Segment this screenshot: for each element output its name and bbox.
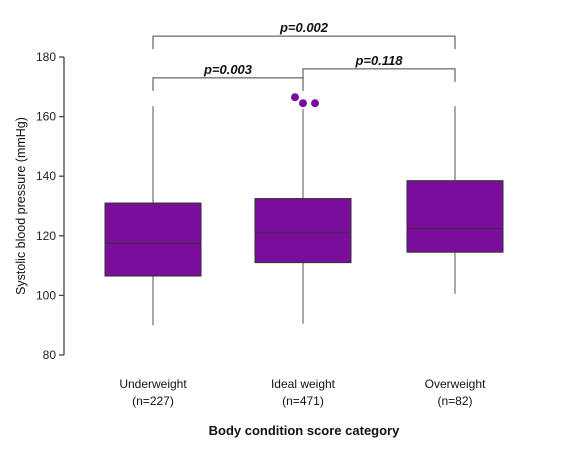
y-axis: 80 100 120 140 160 180 [36,50,65,362]
p-value-label: p=0.003 [203,62,253,77]
iqr-box [104,202,202,277]
outlier-point [291,93,299,102]
y-tick-label-80: 80 [43,348,57,362]
outlier-point [311,99,319,108]
bracket-line [152,35,456,50]
x-category-label: Ideal weight [271,377,336,391]
y-tick-label-180: 180 [36,50,56,64]
y-tick-label-120: 120 [36,229,56,243]
x-category-n-label: (n=82) [437,394,472,408]
y-tick-label-140: 140 [36,169,56,183]
x-axis-title: Body condition score category [209,423,400,438]
x-category-n-label: (n=227) [132,394,174,408]
iqr-box [406,180,504,253]
bracket-3: p=0.002 [152,20,456,50]
significance-brackets: p=0.003 p=0.118 p=0.002 [152,20,456,91]
box-1 [104,106,202,326]
box-2 [254,93,352,324]
bracket-2: p=0.118 [302,53,456,82]
y-axis-title: Systolic blood pressure (mmHg) [14,117,28,295]
outlier-point [299,99,307,108]
x-category-label: Underweight [119,377,187,391]
bracket-line [302,68,456,82]
iqr-box [254,198,352,264]
p-value-label: p=0.118 [354,53,403,68]
x-axis-category-labels: Underweight (n=227) Ideal weight (n=471) Ove… [119,377,486,408]
x-category-label: Overweight [425,377,486,391]
bracket-1: p=0.003 [152,62,304,91]
p-value-label: p=0.002 [279,20,329,35]
box-3 [406,106,504,294]
box-plot-series [104,93,504,326]
y-tick-label-160: 160 [36,110,56,124]
y-tick-label-100: 100 [36,288,56,302]
bracket-line [152,77,304,91]
x-category-n-label: (n=471) [282,394,324,408]
